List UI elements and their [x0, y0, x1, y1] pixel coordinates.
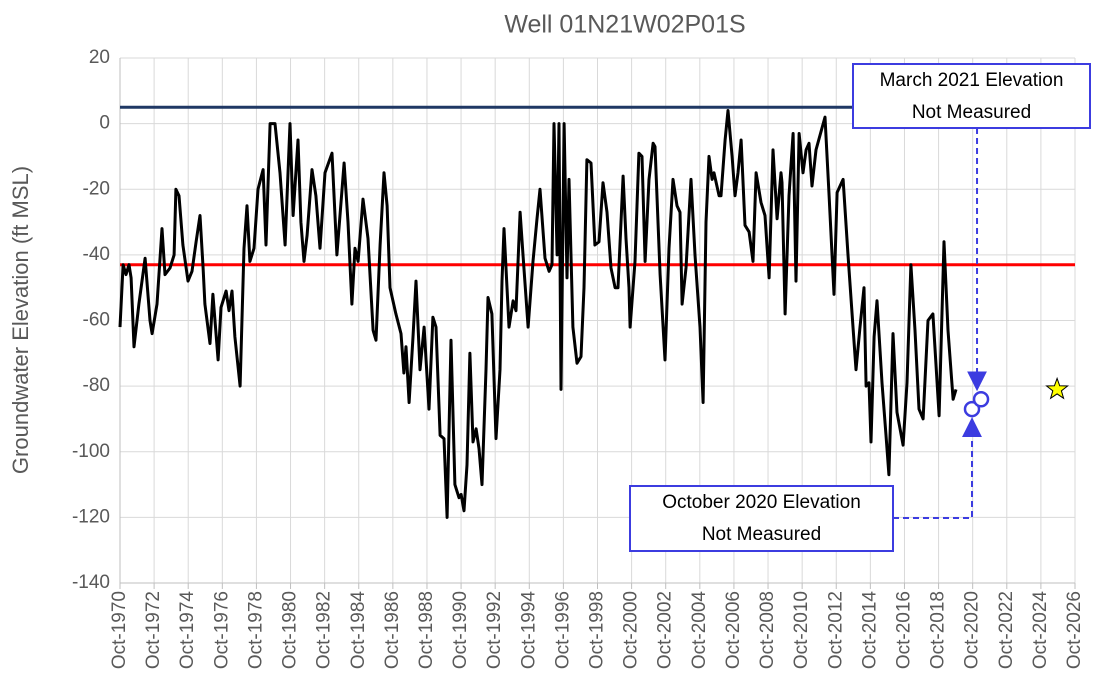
- y-tick-label: 20: [89, 47, 110, 68]
- y-tick-label: -100: [72, 441, 110, 462]
- y-tick-label: -40: [83, 244, 110, 265]
- x-tick-label: Oct-1992: [484, 591, 505, 669]
- annotation-arrow: [893, 417, 982, 519]
- x-tick-label: Oct-1976: [211, 591, 232, 669]
- x-tick-label: Oct-1986: [382, 591, 403, 669]
- x-tick-label: Oct-2004: [689, 591, 710, 670]
- x-tick-label: Oct-2000: [621, 591, 642, 669]
- x-tick-label: Oct-1988: [416, 591, 437, 669]
- x-tick-label: Oct-1974: [177, 591, 198, 670]
- x-tick-label: Oct-1998: [587, 591, 608, 669]
- y-tick-label: -60: [83, 310, 110, 331]
- annotation-text: October 2020 Elevation: [662, 492, 861, 513]
- x-tick-label: Oct-2012: [825, 591, 846, 669]
- y-tick-label: 0: [99, 113, 110, 134]
- x-tick-label: Oct-2020: [962, 591, 983, 669]
- y-tick-label: -140: [72, 572, 110, 593]
- y-tick-label: -120: [72, 506, 110, 527]
- data-line: [118, 109, 958, 519]
- x-tick-label: Oct-2010: [791, 591, 812, 669]
- x-tick-label: Oct-1990: [450, 591, 471, 669]
- x-tick-label: Oct-2024: [1030, 591, 1051, 670]
- annotation-box: [852, 63, 1091, 129]
- x-tick-label: Oct-1980: [280, 591, 301, 669]
- star-marker: [1045, 376, 1070, 400]
- x-tick-label: Oct-2014: [859, 591, 880, 670]
- annotation-text: Not Measured: [912, 102, 1031, 123]
- x-tick-label: Oct-2026: [1064, 591, 1085, 669]
- y-tick-label: -80: [83, 375, 110, 396]
- x-tick-label: Oct-1984: [348, 591, 369, 670]
- x-tick-label: Oct-2006: [723, 591, 744, 669]
- x-tick-label: Oct-1970: [109, 591, 130, 669]
- x-tick-label: Oct-1972: [143, 591, 164, 669]
- x-tick-label: Oct-1978: [245, 591, 266, 669]
- x-tick-label: Oct-1982: [314, 591, 335, 669]
- y-tick-label: -20: [83, 178, 110, 199]
- x-tick-label: Oct-2008: [757, 591, 778, 669]
- annotation-text: Not Measured: [702, 524, 821, 545]
- x-tick-label: Oct-2002: [655, 591, 676, 669]
- y-axis-label: Groundwater Elevation (ft MSL): [8, 166, 33, 474]
- chart-title: Well 01N21W02P01S: [504, 11, 745, 39]
- x-tick-label: Oct-1994: [518, 591, 539, 670]
- x-tick-label: Oct-2022: [996, 591, 1017, 669]
- missing-point: [963, 400, 981, 418]
- missing-point: [972, 391, 990, 408]
- annotation-box: [629, 485, 894, 552]
- x-tick-label: Oct-2018: [928, 591, 949, 669]
- x-tick-label: Oct-1996: [552, 591, 573, 669]
- x-tick-label: Oct-2016: [893, 591, 914, 669]
- annotation-text: March 2021 Elevation: [880, 70, 1064, 91]
